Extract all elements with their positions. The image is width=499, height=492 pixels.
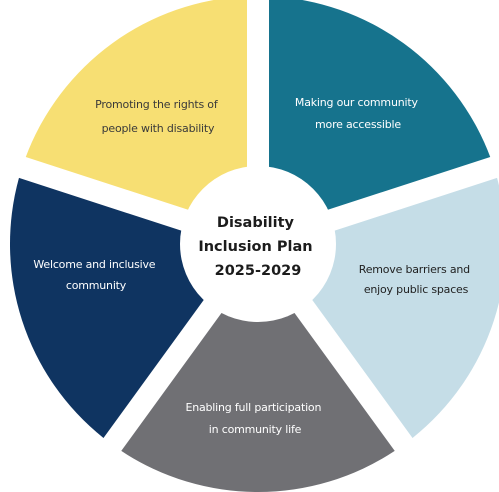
center-title: Disability Inclusion Plan 2025-2029 bbox=[198, 215, 317, 279]
segment-barriers-label: Remove barriers and enjoy public spaces bbox=[359, 263, 473, 296]
center-hub: Disability Inclusion Plan 2025-2029 bbox=[180, 166, 336, 322]
segment-accessible-shape bbox=[269, 0, 491, 229]
segment-participation: Enabling full participation in community… bbox=[121, 262, 395, 492]
segment-accessible-label: Making our community more accessible bbox=[295, 96, 421, 131]
segment-participation-label-line-1: Enabling full participation bbox=[185, 401, 321, 414]
center-title-line-1: Disability bbox=[217, 215, 295, 231]
center-title-line-2: Inclusion Plan bbox=[198, 239, 312, 255]
segment-welcome-label-line-2: community bbox=[66, 279, 127, 292]
segment-rights-label-line-2: people with disability bbox=[102, 122, 215, 135]
segment-rights-label: Promoting the rights of people with disa… bbox=[95, 98, 221, 135]
segment-rights-label-line-1: Promoting the rights of bbox=[95, 98, 219, 111]
segment-accessible-label-line-2: more accessible bbox=[315, 118, 401, 131]
segment-participation-shape bbox=[121, 262, 395, 492]
segment-participation-label: Enabling full participation in community… bbox=[185, 401, 324, 436]
center-circle bbox=[180, 166, 336, 322]
segment-barriers-label-line-2: enjoy public spaces bbox=[364, 283, 469, 296]
segment-accessible: Making our community more accessible bbox=[269, 0, 491, 229]
center-title-line-3: 2025-2029 bbox=[215, 263, 302, 279]
segment-rights: Promoting the rights of people with disa… bbox=[25, 0, 247, 229]
segment-welcome-label: Welcome and inclusive community bbox=[33, 258, 158, 292]
segment-rights-shape bbox=[25, 0, 247, 229]
segment-welcome-label-line-1: Welcome and inclusive bbox=[33, 258, 155, 271]
segment-barriers-label-line-1: Remove barriers and bbox=[359, 263, 470, 276]
segment-participation-label-line-2: in community life bbox=[209, 423, 302, 436]
segment-accessible-label-line-1: Making our community bbox=[295, 96, 419, 109]
